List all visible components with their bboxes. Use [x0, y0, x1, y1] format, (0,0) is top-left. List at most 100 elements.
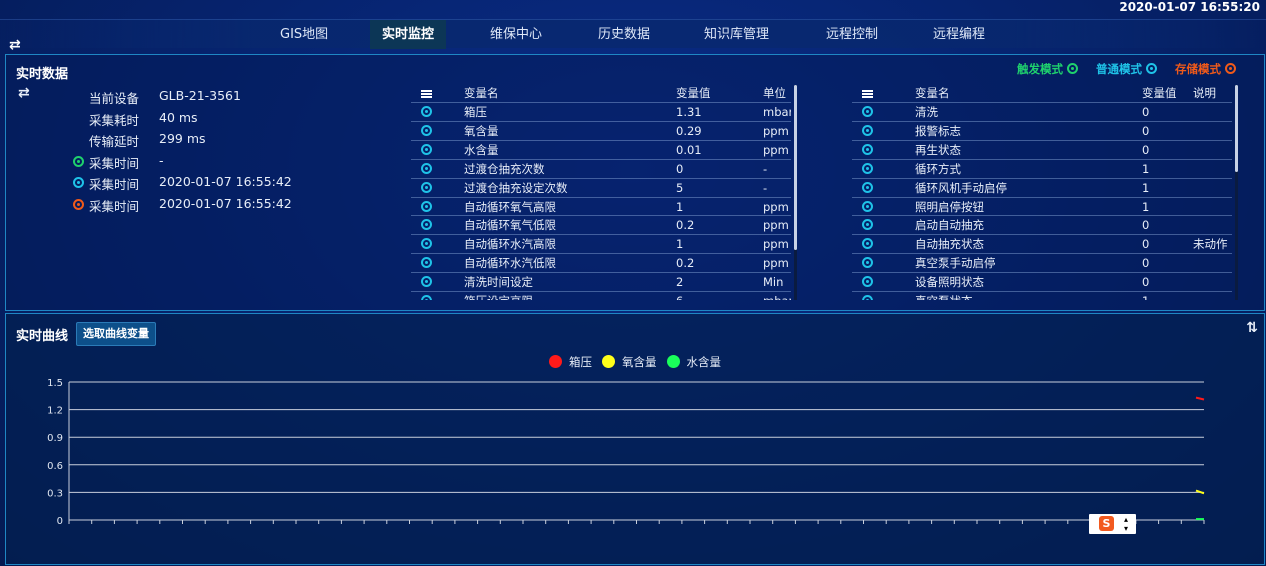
tab-0[interactable]: GIS地图 [280, 27, 329, 42]
table-row[interactable]: 自动循环水汽低限 0.2 ppm [411, 253, 791, 272]
sort-icon[interactable]: ⇅ [1246, 320, 1258, 336]
cell: 未动作 [1193, 237, 1228, 252]
target-icon[interactable] [421, 257, 432, 269]
target-icon[interactable] [862, 219, 873, 231]
cell: 2 [676, 275, 684, 290]
target-icon[interactable] [862, 143, 873, 155]
panel-title: 实时曲线 [16, 329, 69, 344]
table-row[interactable]: 再生状态 0 [852, 139, 1232, 159]
target-icon[interactable] [421, 238, 432, 250]
target-icon[interactable] [421, 276, 432, 288]
table-row[interactable]: 循环风机手动启停 1 [852, 177, 1232, 197]
cell: 清洗时间设定 [464, 275, 533, 290]
mode-0[interactable]: 触发模式 [1017, 62, 1078, 76]
legend-label: 水含量 [686, 355, 722, 369]
cell: 0 [1142, 237, 1150, 252]
table-row[interactable]: 真空泵状态 1 [852, 291, 1232, 300]
table-row[interactable]: 清洗 0 [852, 102, 1232, 121]
info-value: 40 ms [159, 109, 198, 125]
target-icon[interactable] [862, 238, 873, 250]
legend-item[interactable]: 箱压 [549, 354, 592, 370]
table-row[interactable]: 真空泵手动启停 0 [852, 253, 1232, 272]
target-icon[interactable] [421, 200, 432, 212]
table-row[interactable]: 自动循环水汽高限 1 ppm [411, 234, 791, 253]
tab-4[interactable]: 知识库管理 [704, 27, 770, 42]
target-icon[interactable] [421, 124, 432, 136]
cell: 0 [1142, 142, 1150, 157]
target-icon[interactable] [862, 124, 873, 136]
table-row[interactable]: 报警标志 0 [852, 120, 1232, 140]
table-row[interactable]: 箱压 1.31 mbar [411, 102, 791, 121]
target-icon[interactable] [421, 219, 432, 231]
tab-6[interactable]: 远程编程 [933, 27, 986, 42]
table-row[interactable]: 清洗时间设定 2 Min [411, 272, 791, 291]
target-icon [1066, 63, 1078, 74]
tab-2[interactable]: 维保中心 [490, 27, 543, 42]
target-icon[interactable] [862, 162, 873, 174]
info-value: GLB-21-3561 [159, 88, 241, 103]
grid-icon[interactable] [862, 89, 873, 98]
target-icon [73, 177, 84, 188]
column-header: 说明 [1193, 86, 1216, 100]
cell: 自动循环水汽低限 [464, 256, 556, 271]
table-row[interactable]: 照明启停按钮 1 [852, 196, 1232, 216]
legend-label: 箱压 [569, 355, 592, 369]
table-row[interactable]: 水含量 0.01 ppm [411, 139, 791, 159]
switch-device-icon[interactable]: ⇄ [18, 85, 30, 101]
column-header: 变量值 [676, 86, 711, 100]
cell: 自动循环氧气低限 [464, 218, 556, 233]
legend-item[interactable]: 水含量 [666, 354, 722, 370]
target-icon[interactable] [421, 162, 432, 174]
variable-table-2: 变量名 变量值 说明 清洗 0 报警标志 0 再生状态 0 循环方式 1 循环风机手动启停 1 照明启停按… [852, 84, 1232, 300]
target-icon[interactable] [862, 295, 873, 300]
variable-table-1: 变量名 变量值 单位 箱压 1.31 mbar 氧含量 0.29 ppm 水含量 0.01 ppm 过渡… [411, 84, 791, 300]
column-header: 变量值 [1142, 86, 1177, 100]
table-row[interactable]: 箱压设定高限 6 mbar [411, 291, 791, 300]
table-row[interactable]: 启动自动抽充 0 [852, 215, 1232, 234]
table-row[interactable]: 过渡仓抽充设定次数 5 - [411, 177, 791, 197]
target-icon[interactable] [862, 257, 873, 269]
realtime-curve-panel: 实时曲线 选取曲线变量 ⇅ 箱压 氧含量 水含量 [5, 313, 1265, 565]
table-row[interactable]: 循环方式 1 [852, 158, 1232, 178]
cell: 0.2 [676, 256, 695, 271]
column-header: 单位 [763, 86, 786, 100]
table-row[interactable]: 自动抽充状态 0 未动作 [852, 234, 1232, 253]
table-row[interactable]: 自动循环氧气低限 0.2 ppm [411, 215, 791, 234]
cell: 0 [1142, 256, 1150, 271]
table-row[interactable]: 自动循环氧气高限 1 ppm [411, 196, 791, 216]
table-row[interactable]: 设备照明状态 0 [852, 272, 1232, 291]
tab-3[interactable]: 历史数据 [598, 27, 651, 42]
cell: 1 [1142, 161, 1150, 176]
clock: 2020-01-07 16:55:20 [1119, 0, 1260, 14]
cell: ppm [763, 237, 789, 252]
target-icon[interactable] [862, 276, 873, 288]
ime-toolbar[interactable]: S ▴ ▾ [1089, 514, 1136, 534]
target-icon[interactable] [862, 106, 873, 117]
target-icon[interactable] [421, 295, 432, 300]
target-icon[interactable] [862, 200, 873, 212]
table-row[interactable]: 过渡仓抽充次数 0 - [411, 158, 791, 178]
table-row[interactable]: 氧含量 0.29 ppm [411, 120, 791, 140]
scrollbar-1[interactable] [794, 85, 797, 300]
target-icon[interactable] [421, 106, 432, 117]
cell: 自动循环水汽高限 [464, 237, 556, 252]
grid-icon[interactable] [421, 89, 432, 98]
cell: 0.2 [676, 218, 695, 233]
info-key: 传输延时 [89, 134, 140, 149]
scrollbar-2[interactable] [1235, 85, 1238, 300]
mode-2[interactable]: 存储模式 [1175, 62, 1236, 76]
swap-icon[interactable]: ⇄ [9, 37, 21, 53]
legend-item[interactable]: 氧含量 [602, 354, 657, 370]
tab-5[interactable]: 远程控制 [826, 27, 879, 42]
chart-legend: 箱压 氧含量 水含量 [549, 354, 731, 370]
mode-1[interactable]: 普通模式 [1096, 62, 1157, 76]
mode-legend: 触发模式 普通模式 存储模式 [999, 61, 1236, 77]
tab-1[interactable]: 实时监控 [370, 20, 447, 49]
target-icon[interactable] [421, 143, 432, 155]
target-icon [1225, 63, 1236, 74]
cell: - [763, 161, 768, 176]
select-curve-variable-button[interactable]: 选取曲线变量 [76, 322, 156, 346]
column-header: 变量名 [464, 86, 499, 100]
target-icon[interactable] [862, 181, 873, 193]
target-icon[interactable] [421, 181, 432, 193]
